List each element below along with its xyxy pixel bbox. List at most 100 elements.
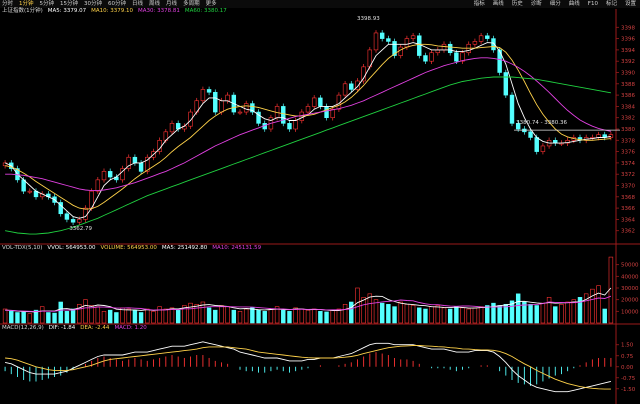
period-tab[interactable]: 30分钟 <box>84 1 103 7</box>
volume-bar <box>126 308 131 324</box>
period-tab[interactable]: 日线 <box>132 1 144 7</box>
volume-bar <box>46 312 51 324</box>
tick-label: 3364 <box>621 217 635 223</box>
period-tab[interactable]: 5分钟 <box>39 1 55 7</box>
tool-menu-item[interactable]: 细分 <box>549 1 561 7</box>
volume-bar <box>546 297 552 324</box>
candle-body <box>281 106 286 124</box>
tick-label: 3390 <box>621 71 635 77</box>
period-tab[interactable]: 60分钟 <box>108 1 127 7</box>
candle-body <box>305 106 311 113</box>
period-tab[interactable]: 15分钟 <box>60 1 79 7</box>
volume-bar <box>231 309 237 324</box>
volume-bar <box>64 311 70 324</box>
volume-bar <box>175 309 181 324</box>
candle-body <box>447 43 453 54</box>
tick-label: 50000 <box>621 263 639 269</box>
tick-label: 3376 <box>621 150 635 156</box>
tool-menu-item[interactable]: F10 <box>587 1 598 7</box>
volume-bar <box>491 302 496 324</box>
tick-label: 3384 <box>621 104 635 110</box>
candle-body <box>478 35 484 42</box>
tool-menu-item[interactable]: 画线 <box>492 1 504 7</box>
period-tab[interactable]: 分时 <box>2 1 14 7</box>
volume-bar <box>435 305 441 324</box>
period-tabs: 分时 1分钟 5分钟 15分钟 30分钟 60分钟 日线 周线 月线 多周期 更多 <box>2 0 217 8</box>
candle-body <box>342 83 348 96</box>
period-tab[interactable]: 1分钟 <box>19 1 34 7</box>
candle-body <box>77 219 82 223</box>
volume-bar <box>213 309 218 324</box>
tick-label: 30000 <box>621 286 639 292</box>
legend-entry: MACD: 1.20 <box>114 325 147 331</box>
period-tab[interactable]: 多周期 <box>183 1 200 7</box>
candle-body <box>540 145 546 152</box>
volume-bar <box>324 311 329 324</box>
tick-label: 3380 <box>621 127 635 133</box>
volume-bar <box>27 313 33 324</box>
candle-body <box>213 91 218 113</box>
period-toolbar: 分时 1分钟 5分钟 15分钟 30分钟 60分钟 日线 周线 月线 多周期 更多 指标 画线 历史 诊断… <box>0 0 640 8</box>
volume-bar <box>95 306 101 324</box>
candle-body <box>355 80 360 90</box>
volume-bar <box>398 301 403 324</box>
tick-label: 3388 <box>621 82 635 88</box>
tool-menu-item[interactable]: 指标 <box>473 1 485 7</box>
price-annotation: 3380.74 - 3380.36 <box>516 120 567 126</box>
candle-body <box>145 156 150 172</box>
tool-menu-item[interactable]: 历史 <box>511 1 523 7</box>
candle-body <box>324 106 329 119</box>
tool-menu-item[interactable]: 曲线 <box>568 1 580 7</box>
volume-bar <box>596 285 601 324</box>
candle-body <box>243 103 249 113</box>
tool-menu-item[interactable]: 诊断 <box>530 1 542 7</box>
volume-bar <box>132 309 138 324</box>
volume-bar <box>200 301 206 324</box>
tick-label: 0.00 <box>621 365 634 371</box>
volume-bar <box>107 309 113 324</box>
volume-bar <box>151 311 156 324</box>
legend-entry: MA10: 245131.59 <box>212 245 262 251</box>
tick-label: 3366 <box>621 206 635 212</box>
volume-bar <box>540 302 546 324</box>
candle-body <box>485 35 490 39</box>
volume-bar <box>379 302 385 324</box>
volume-bar <box>454 306 459 324</box>
tool-menu-item[interactable]: 设置 <box>624 1 636 7</box>
volume-bar <box>9 311 14 324</box>
period-tab[interactable]: 月线 <box>166 1 178 7</box>
volume-bar <box>515 293 521 324</box>
period-tab[interactable]: 更多 <box>205 1 217 7</box>
candle-body <box>330 108 335 118</box>
candle-body <box>417 35 422 56</box>
volume-bar <box>503 304 509 324</box>
volume-bar <box>602 308 607 324</box>
legend-entry: VVOL: 564953.00 <box>47 245 96 251</box>
candle-body <box>237 111 243 114</box>
price-annotation: 3398.93 <box>357 16 380 22</box>
candle-body <box>398 46 403 56</box>
volume-bar <box>33 309 39 324</box>
volume-bar <box>58 301 63 324</box>
volume-bar <box>219 305 224 324</box>
volume-bar <box>2 308 8 324</box>
legend-entry: MA30: 3378.81 <box>138 8 180 14</box>
tick-label: 20000 <box>621 298 639 304</box>
tool-menu-item[interactable]: 标记 <box>605 1 617 7</box>
volume-bar <box>336 308 342 324</box>
candle-body <box>392 41 397 56</box>
tick-label: 1.50 <box>621 343 634 349</box>
volume-bar <box>417 307 422 324</box>
tick-label: 3374 <box>621 161 635 167</box>
volume-bar <box>342 304 348 324</box>
candle-body <box>101 171 107 181</box>
volume-bar <box>404 304 410 324</box>
period-tab[interactable]: 周线 <box>149 1 161 7</box>
volume-bar <box>318 311 323 324</box>
volume-bar <box>89 305 94 324</box>
volume-bar <box>157 306 162 324</box>
legend-entry: DEA: -2.44 <box>80 325 110 331</box>
candle-body <box>58 202 63 215</box>
volume-bar <box>528 304 533 324</box>
